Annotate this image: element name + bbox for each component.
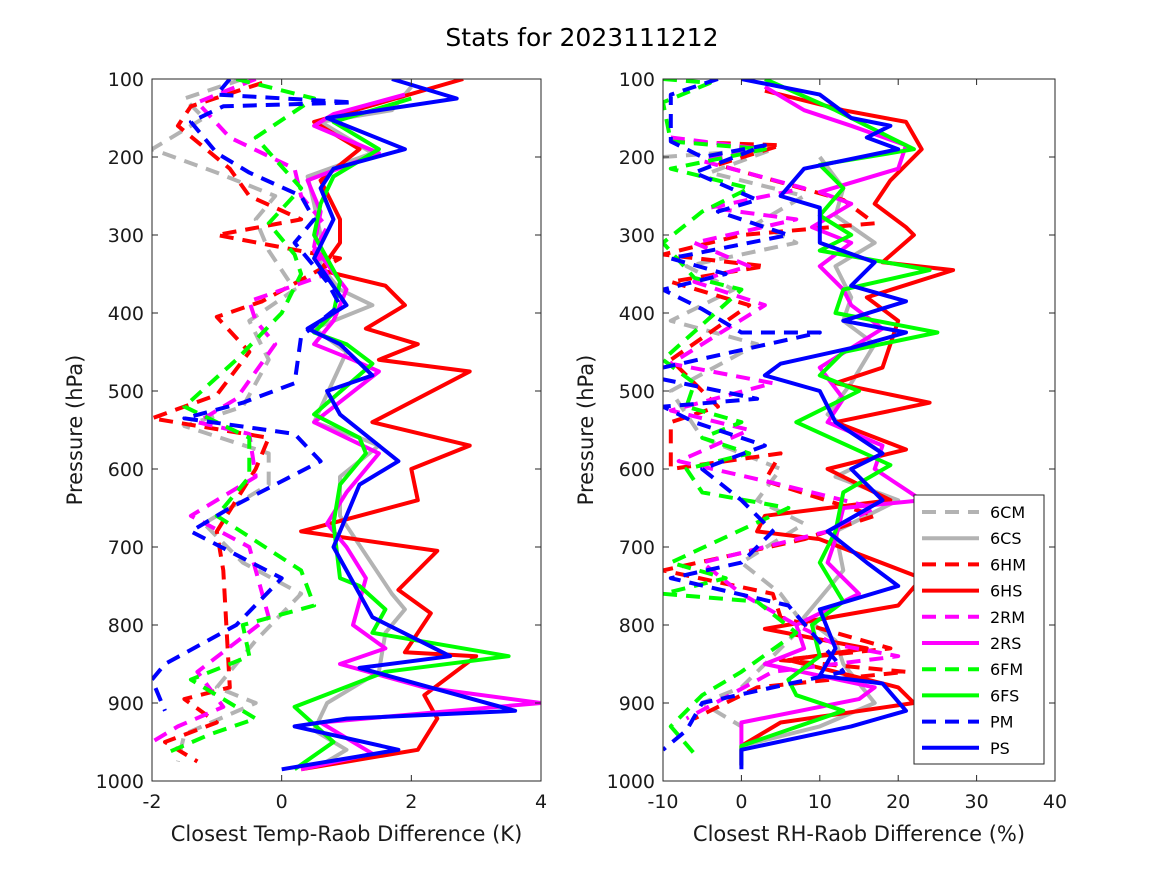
figure-title: Stats for 2023111212 bbox=[445, 23, 718, 52]
temp-ytick-label: 700 bbox=[108, 537, 144, 559]
rh-ytick-label: 100 bbox=[619, 69, 655, 91]
legend-label-2rm: 2RM bbox=[990, 608, 1025, 627]
legend-label-6hm: 6HM bbox=[990, 555, 1026, 574]
rh-ytick-label: 400 bbox=[619, 303, 655, 325]
temp-ytick-label: 800 bbox=[108, 615, 144, 637]
legend-label-6cm: 6CM bbox=[990, 503, 1025, 522]
temp-series-6hs bbox=[299, 79, 479, 772]
rh-axes-box bbox=[662, 78, 1056, 782]
temp-series-6fm bbox=[164, 79, 317, 756]
temp-series-ps bbox=[281, 79, 518, 772]
rh-series-6fm bbox=[663, 79, 799, 756]
rh-xtick-label: 40 bbox=[1043, 791, 1067, 813]
temp-xaxis-label: Closest Temp-Raob Difference (K) bbox=[171, 822, 523, 846]
temp-xtick-label: 0 bbox=[276, 791, 288, 813]
legend-label-6fs: 6FS bbox=[990, 686, 1019, 705]
temp-xtick-label: 2 bbox=[405, 791, 417, 813]
legend-label-pm: PM bbox=[990, 713, 1013, 732]
legend: 6CM 6CS 6HM 6HS 2RM 2RS 6FM 6FS PM PS bbox=[913, 494, 1045, 765]
temp-ytick-label: 400 bbox=[108, 303, 144, 325]
temp-yaxis-label: Pressure (hPa) bbox=[63, 355, 87, 506]
temp-xtick-label: 4 bbox=[535, 791, 547, 813]
temp-ytick-label: 600 bbox=[108, 459, 144, 481]
temp-ytick-label: 100 bbox=[108, 69, 144, 91]
temp-ytick-label: 200 bbox=[108, 147, 144, 169]
temp-series-pm bbox=[152, 79, 355, 712]
rh-series-6fs bbox=[739, 79, 940, 766]
temp-series-6hm bbox=[152, 80, 342, 764]
rh-ytick-label: 900 bbox=[619, 693, 655, 715]
legend-box bbox=[913, 494, 1045, 765]
rh-xtick-label: 10 bbox=[808, 791, 832, 813]
temp-ytick-label: 1000 bbox=[96, 771, 144, 793]
legend-label-6cs: 6CS bbox=[990, 529, 1022, 548]
rh-series-group bbox=[663, 79, 956, 770]
rh-series-pm bbox=[663, 79, 846, 752]
temp-ytick-label: 900 bbox=[108, 693, 144, 715]
legend-label-6hs: 6HS bbox=[990, 582, 1022, 601]
rh-xtick-label: 20 bbox=[886, 791, 910, 813]
rh-xtick-label: 0 bbox=[735, 791, 747, 813]
rh-xtick-label: 30 bbox=[965, 791, 989, 813]
temp-series-6fs bbox=[292, 96, 511, 771]
legend-label-2rs: 2RS bbox=[990, 634, 1021, 653]
temp-ytick-label: 300 bbox=[108, 225, 144, 247]
rh-series-6hm bbox=[663, 139, 908, 721]
rh-series-6cm bbox=[663, 147, 807, 729]
legend-label-ps: PS bbox=[990, 739, 1010, 758]
temp-ytick-label: 500 bbox=[108, 381, 144, 403]
rh-xaxis-label: Closest RH-Raob Difference (%) bbox=[693, 822, 1025, 846]
rh-ytick-label: 800 bbox=[619, 615, 655, 637]
rh-ytick-label: 700 bbox=[619, 537, 655, 559]
rh-ytick-label: 600 bbox=[619, 459, 655, 481]
rh-ytick-label: 1000 bbox=[607, 771, 655, 793]
temp-xtick-label: -2 bbox=[143, 791, 162, 813]
rh-series-ps bbox=[739, 79, 908, 770]
rh-yaxis-label: Pressure (hPa) bbox=[574, 355, 598, 506]
rh-xtick-label: -10 bbox=[647, 791, 678, 813]
temp-axes-box bbox=[151, 78, 542, 782]
rh-ytick-label: 200 bbox=[619, 147, 655, 169]
rh-series-2rs bbox=[739, 85, 924, 766]
rh-series-6hs bbox=[739, 88, 956, 766]
temp-series-group bbox=[152, 79, 541, 772]
rh-ytick-label: 300 bbox=[619, 225, 655, 247]
legend-label-6fm: 6FM bbox=[990, 660, 1023, 679]
temp-series-6cm bbox=[152, 79, 304, 762]
left-panel-temp: -2 0 2 4 100 200 300 400 500 600 700 800 900 1000 Clos… bbox=[63, 69, 547, 846]
right-panel-rh: -10 0 10 20 30 40 100 200 300 400 500 600 700 800 900 1… bbox=[574, 69, 1067, 846]
rh-series-2rm bbox=[668, 135, 901, 721]
rh-ytick-label: 500 bbox=[619, 381, 655, 403]
